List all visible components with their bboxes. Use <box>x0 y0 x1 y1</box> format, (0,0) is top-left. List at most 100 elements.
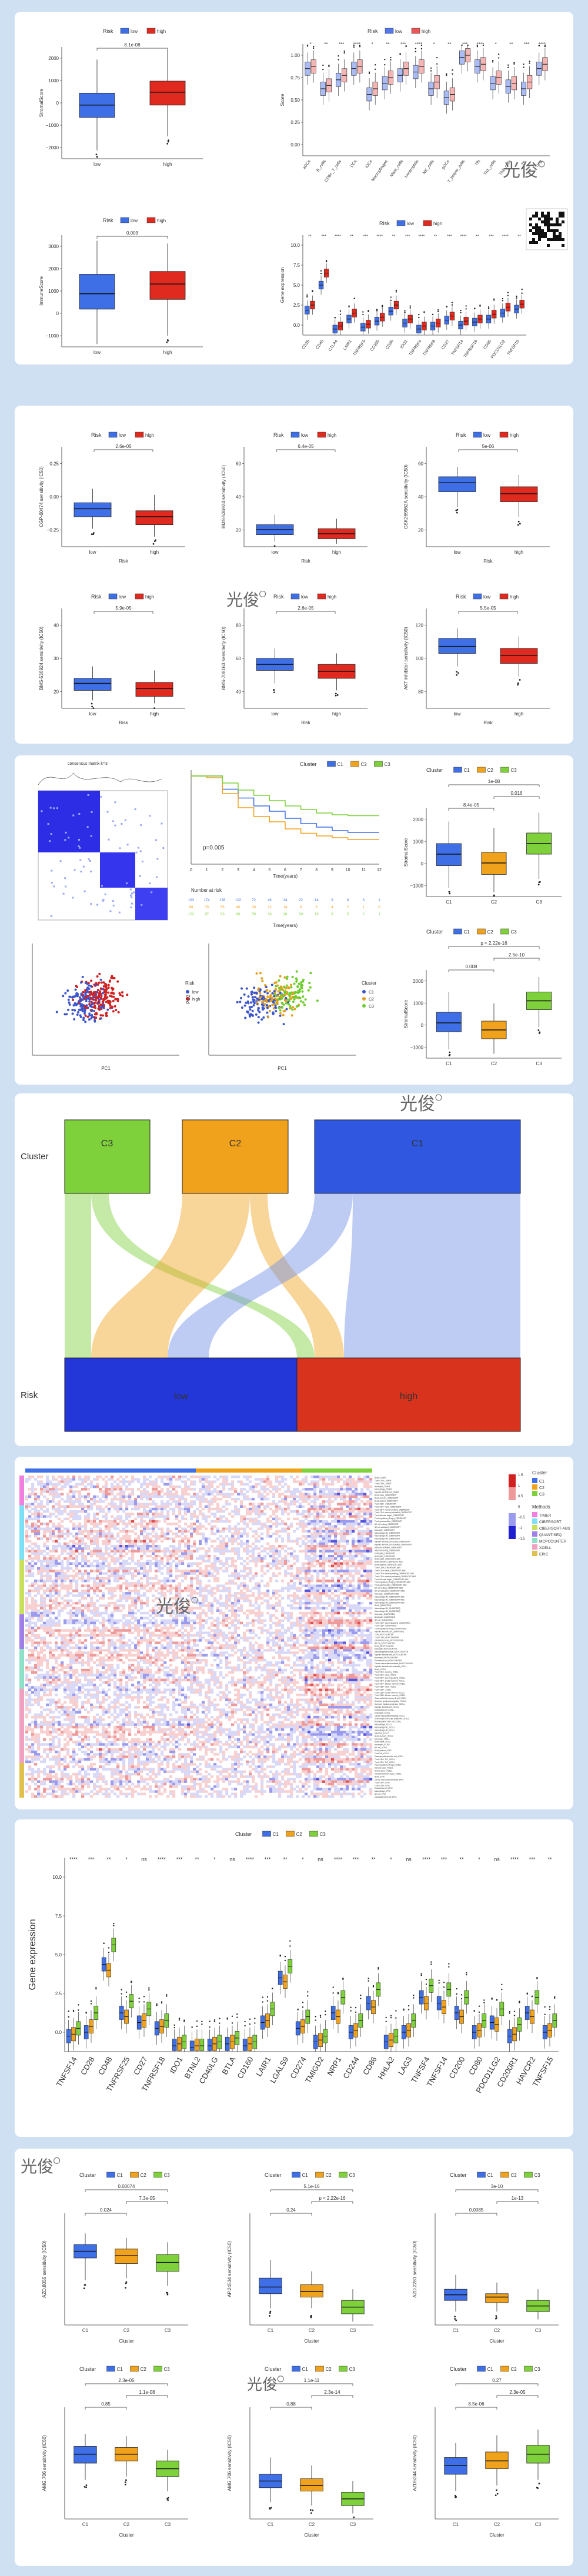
p3-pca2-point <box>288 994 291 997</box>
p3-pca1-point <box>84 982 87 985</box>
heatmap-cell <box>243 1564 246 1568</box>
heatmap-cell <box>90 1505 93 1508</box>
heatmap-cell <box>240 1515 243 1518</box>
heatmap-cell <box>116 1557 120 1560</box>
heatmap-cell <box>231 1488 235 1491</box>
heatmap-cell <box>128 1500 132 1503</box>
heatmap-cell <box>352 1570 355 1573</box>
heatmap-cell <box>66 1562 70 1565</box>
heatmap-cell <box>249 1503 252 1506</box>
heatmap-cell <box>190 1554 193 1558</box>
heatmap-cell <box>352 1520 355 1523</box>
p1-checkpoint-ytick-label: 7.5 <box>293 263 300 268</box>
heatmap-cell <box>146 1560 149 1563</box>
heatmap-cell <box>358 1577 361 1580</box>
heatmap-cell <box>278 1500 282 1503</box>
heatmap-cell <box>278 1545 282 1548</box>
heatmap-cell <box>325 1520 329 1523</box>
p1-checkpoint-outlier <box>325 260 328 262</box>
heatmap-cell <box>161 1562 164 1565</box>
heatmap-cell <box>363 1542 367 1545</box>
p1-checkpoint-outlier <box>320 270 322 272</box>
heatmap-cell <box>125 1552 129 1555</box>
dendrogram <box>38 772 162 785</box>
heatmap-cell <box>281 1485 285 1488</box>
heatmap-cell <box>49 1532 52 1535</box>
heatmap-cell <box>313 1488 317 1491</box>
heatmap-cell <box>213 1580 217 1583</box>
qr-cell <box>535 232 538 235</box>
heatmap-cell <box>366 1523 370 1525</box>
heatmap-cell <box>181 1570 185 1573</box>
heatmap-cell <box>131 1488 135 1491</box>
p2-chart4-outlier <box>273 689 275 691</box>
heatmap-cell <box>334 1567 338 1570</box>
heatmap-cell <box>255 1517 258 1521</box>
heatmap-cell <box>284 1545 288 1548</box>
p3-box_top-legend-title: Cluster <box>426 767 443 773</box>
heatmap-cell <box>216 1503 220 1506</box>
heatmap-cell <box>316 1505 320 1508</box>
heatmap-cell <box>122 1520 126 1523</box>
heatmap-cell <box>69 1488 73 1491</box>
heatmap-cell <box>208 1485 211 1488</box>
p2-chart3-outlier <box>91 702 93 705</box>
heatmap-cell <box>211 1525 214 1528</box>
heatmap-cell <box>211 1564 214 1568</box>
heatmap-cell <box>99 1505 102 1508</box>
heatmap-cell <box>34 1513 38 1516</box>
heatmap-cell <box>184 1537 188 1540</box>
heatmap-cell <box>149 1520 152 1523</box>
heatmap-cell <box>237 1513 240 1516</box>
heatmap-cell <box>328 1532 332 1535</box>
heatmap-cell <box>284 1570 288 1573</box>
heatmap-cell <box>249 1497 252 1501</box>
heatmap-cell <box>275 1562 279 1565</box>
heatmap-cell <box>199 1497 202 1501</box>
heatmap-cell <box>146 1523 149 1525</box>
heatmap-cell <box>266 1584 270 1587</box>
heatmap-cell <box>96 1500 99 1503</box>
heatmap-cell <box>134 1532 138 1535</box>
heatmap-cell <box>334 1537 338 1540</box>
heatmap-cell <box>358 1493 361 1496</box>
heatmap-cell <box>81 1577 85 1580</box>
heatmap-cell <box>102 1580 105 1583</box>
heatmap-cell <box>131 1554 135 1558</box>
heatmap-cell <box>258 1483 261 1486</box>
heatmap-cell <box>211 1480 214 1483</box>
heatmap-cell <box>184 1574 188 1578</box>
heatmap-cell <box>199 1503 202 1506</box>
heatmap-cell <box>331 1587 335 1590</box>
heatmap-cell <box>143 1478 146 1481</box>
p1-checkpoint-outlier <box>460 309 462 312</box>
heatmap-cell <box>122 1483 126 1486</box>
heatmap-cell <box>193 1550 196 1553</box>
heatmap-cell <box>216 1520 220 1523</box>
heatmap-cell <box>334 1495 338 1498</box>
heatmap-cell <box>352 1507 355 1511</box>
heatmap-cell <box>96 1577 99 1580</box>
heatmap-cell <box>61 1525 64 1528</box>
heatmap-cell <box>308 1550 311 1553</box>
heatmap-cell <box>219 1517 223 1521</box>
p1-cells-ytick-label: 0.75 <box>290 75 300 81</box>
heatmap-cell <box>363 1507 367 1511</box>
heatmap-cell <box>143 1567 146 1570</box>
p1-checkpoint-xtick: CD80 <box>483 339 492 350</box>
p2-chart3-outlier <box>92 707 95 710</box>
heatmap-cell <box>234 1488 238 1491</box>
heatmap-cell <box>334 1542 338 1545</box>
heatmap-cell <box>163 1505 167 1508</box>
heatmap-cell <box>196 1570 199 1573</box>
p3-pca1-point <box>74 988 77 991</box>
heatmap-cell <box>228 1557 232 1560</box>
heatmap-cell <box>293 1562 296 1565</box>
heatmap-cell <box>272 1552 276 1555</box>
heatmap-cell <box>96 1547 99 1550</box>
heatmap-cell <box>43 1505 46 1508</box>
heatmap-cell <box>316 1545 320 1548</box>
heatmap-cell <box>252 1523 255 1525</box>
heatmap-cell <box>310 1587 314 1590</box>
heatmap-cell <box>140 1513 143 1516</box>
